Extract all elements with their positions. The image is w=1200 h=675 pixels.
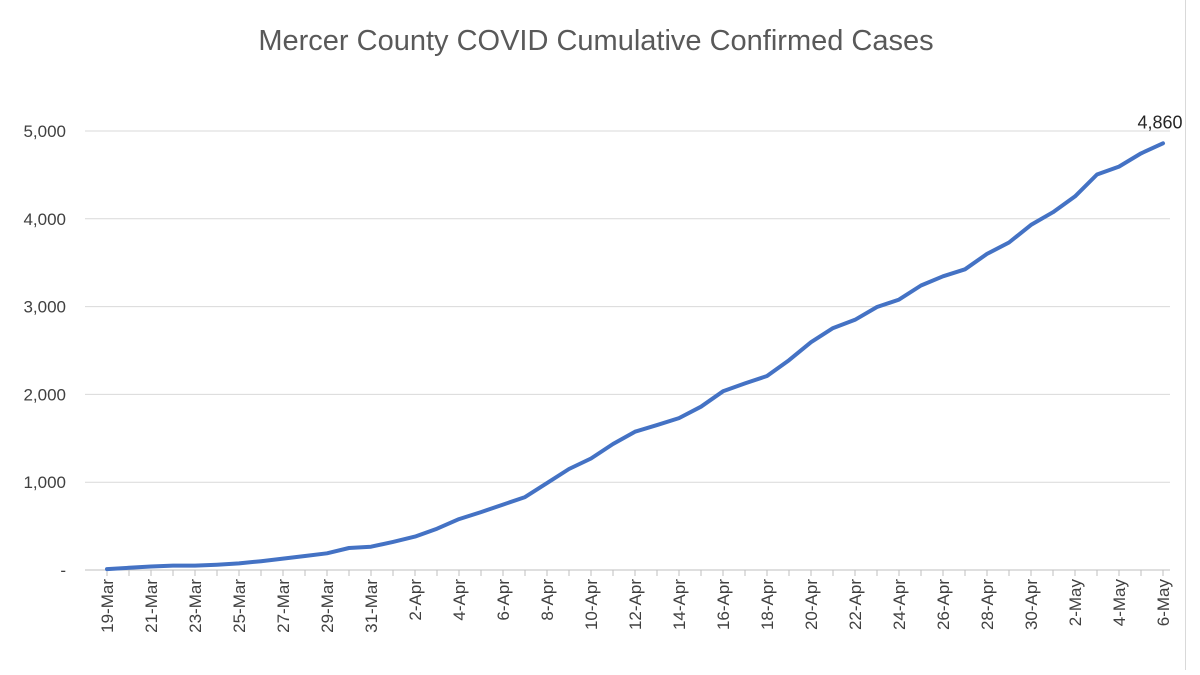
x-tick-label: 22-Apr bbox=[846, 579, 865, 630]
y-tick-label: 5,000 bbox=[23, 122, 66, 141]
chart-title: Mercer County COVID Cumulative Confirmed… bbox=[258, 25, 933, 57]
y-tick-label: 2,000 bbox=[23, 385, 66, 404]
data-labels: 4,860 bbox=[1137, 112, 1182, 132]
x-tick-label: 10-Apr bbox=[582, 579, 601, 630]
x-tick-label: 14-Apr bbox=[670, 579, 689, 630]
data-label: 4,860 bbox=[1137, 112, 1182, 132]
x-tick-label: 18-Apr bbox=[758, 579, 777, 630]
x-tick-label: 6-Apr bbox=[494, 579, 513, 621]
x-axis bbox=[85, 569, 1170, 576]
x-tick-label: 12-Apr bbox=[626, 579, 645, 630]
window-edge-divider bbox=[1185, 0, 1186, 670]
y-tick-label: 4,000 bbox=[23, 210, 66, 229]
y-tick-label: - bbox=[60, 561, 66, 580]
x-tick-label: 28-Apr bbox=[978, 579, 997, 630]
series-line bbox=[105, 141, 1165, 572]
x-tick-label: 19-Mar bbox=[98, 579, 117, 633]
x-tick-label: 20-Apr bbox=[802, 579, 821, 630]
x-tick-label: 23-Mar bbox=[186, 579, 205, 633]
gridlines bbox=[85, 130, 1170, 483]
x-tick-label: 27-Mar bbox=[274, 579, 293, 633]
x-axis-tick-labels: 19-Mar 21-Mar 23-Mar 25-Mar 27-Mar 29-Mar 31-M… bbox=[98, 579, 1173, 633]
x-tick-label: 29-Mar bbox=[318, 579, 337, 633]
series-layer bbox=[105, 141, 1165, 572]
x-tick-label: 4-May bbox=[1110, 579, 1129, 627]
x-tick-label: 8-Apr bbox=[538, 579, 557, 621]
x-tick-label: 2-May bbox=[1066, 579, 1085, 627]
x-tick-label: 24-Apr bbox=[890, 579, 909, 630]
x-tick-label: 6-May bbox=[1154, 579, 1173, 627]
y-tick-label: 1,000 bbox=[23, 473, 66, 492]
y-tick-label: 3,000 bbox=[23, 298, 66, 317]
x-tick-label: 4-Apr bbox=[450, 579, 469, 621]
x-tick-label: 31-Mar bbox=[362, 579, 381, 633]
y-axis-tick-labels: - 1,000 2,000 3,000 4,000 5,000 bbox=[23, 122, 66, 580]
x-tick-label: 26-Apr bbox=[934, 579, 953, 630]
x-tick-label: 25-Mar bbox=[230, 579, 249, 633]
x-tick-label: 16-Apr bbox=[714, 579, 733, 630]
x-tick-label: 30-Apr bbox=[1022, 579, 1041, 630]
x-tick-label: 21-Mar bbox=[142, 579, 161, 633]
x-tick-label: 2-Apr bbox=[406, 579, 425, 621]
